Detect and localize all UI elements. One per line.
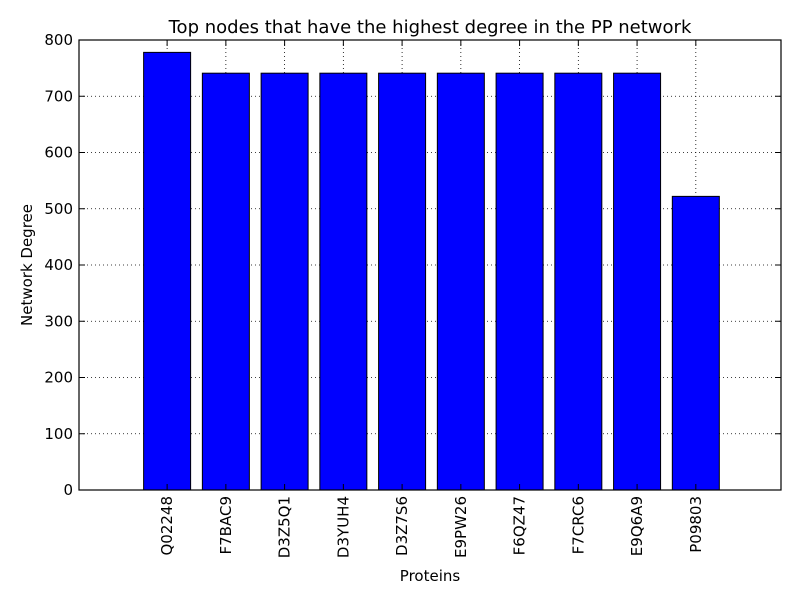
x-tick-label: Q02248 bbox=[158, 496, 176, 556]
y-tick-label: 600 bbox=[44, 144, 73, 162]
chart-title: Top nodes that have the highest degree i… bbox=[168, 17, 692, 38]
y-tick-label: 0 bbox=[63, 481, 73, 499]
bar bbox=[554, 72, 603, 491]
bar bbox=[671, 195, 720, 491]
x-tick-label: F7BAC9 bbox=[217, 496, 235, 554]
x-tick-label: D3YUH4 bbox=[334, 496, 352, 558]
y-tick-label: 200 bbox=[44, 369, 73, 387]
bar bbox=[378, 72, 427, 491]
y-tick-label: 300 bbox=[44, 312, 73, 330]
x-tick-labels: Q02248 F7BAC9 D3Z5Q1 D3YUH4 D3Z7S6 E9PW26 F6QZ… bbox=[158, 496, 705, 558]
bar bbox=[201, 72, 250, 491]
x-tick-label: D3Z7S6 bbox=[393, 496, 411, 556]
bar bbox=[613, 72, 662, 491]
y-tick-label: 400 bbox=[44, 256, 73, 274]
bar bbox=[436, 72, 485, 491]
x-tick-label: D3Z5Q1 bbox=[276, 496, 294, 558]
x-tick-label: E9PW26 bbox=[452, 496, 470, 558]
bar bbox=[260, 72, 309, 491]
y-tick-label: 500 bbox=[44, 200, 73, 218]
y-axis-label: Network Degree bbox=[18, 204, 36, 326]
y-tick-label: 100 bbox=[44, 425, 73, 443]
bar bbox=[319, 72, 368, 491]
ticks bbox=[79, 39, 781, 491]
x-tick-label: F7CRC6 bbox=[569, 496, 587, 554]
bar bbox=[143, 51, 192, 491]
bar bbox=[495, 72, 544, 491]
x-tick-label: F6QZ47 bbox=[511, 496, 529, 555]
x-tick-label: P09803 bbox=[687, 496, 705, 553]
bars bbox=[143, 51, 720, 491]
y-tick-labels: 0 100 200 300 400 500 600 700 800 bbox=[44, 31, 73, 499]
y-tick-label: 700 bbox=[44, 87, 73, 105]
x-axis-label: Proteins bbox=[400, 567, 461, 585]
y-tick-label: 800 bbox=[44, 31, 73, 49]
x-tick-label: E9Q6A9 bbox=[628, 496, 646, 556]
